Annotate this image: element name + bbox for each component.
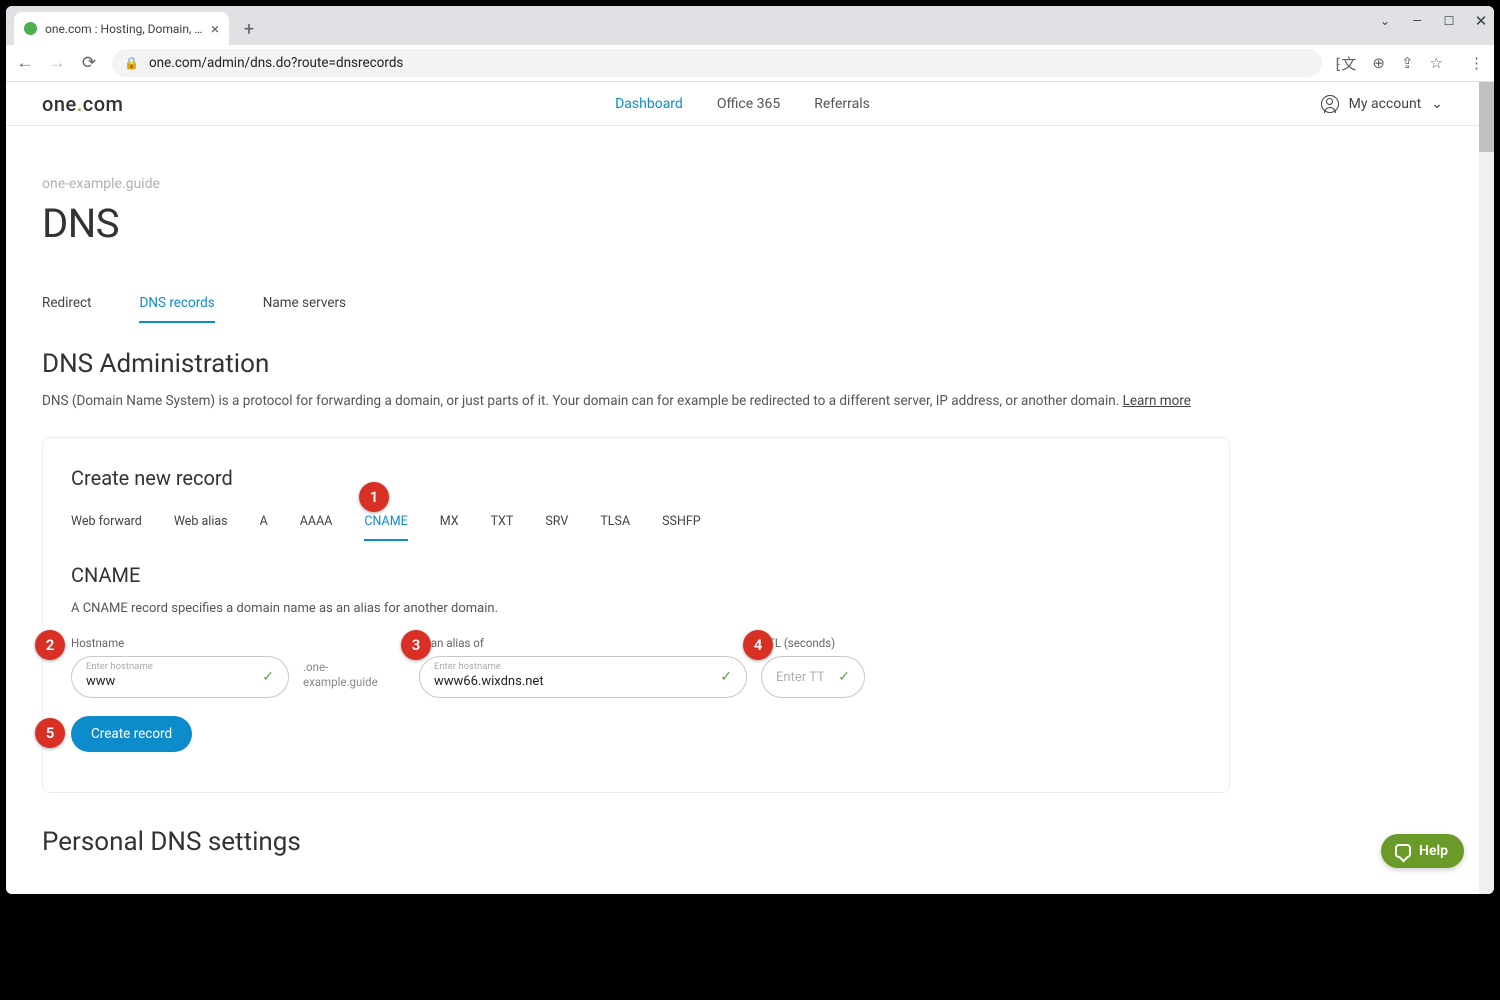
user-icon: [1321, 95, 1339, 113]
scrollbar[interactable]: [1479, 82, 1494, 894]
annotation-badge-1: 1: [359, 482, 389, 512]
chevron-down-icon[interactable]: ⌄: [1378, 14, 1392, 28]
hostname-label: Hostname: [71, 636, 289, 650]
hostname-input[interactable]: [86, 674, 248, 689]
help-button[interactable]: Help: [1381, 834, 1464, 868]
annotation-badge-4: 4: [743, 630, 773, 660]
tab-aaaa[interactable]: AAAA: [300, 510, 333, 541]
alias-input-wrap: Enter hostname ✓: [419, 656, 747, 698]
form-row: Hostname Enter hostname ✓ 2 .one-example…: [71, 636, 1201, 698]
alias-input[interactable]: [434, 674, 706, 689]
share-icon[interactable]: ⇪: [1401, 54, 1414, 72]
tab-a[interactable]: A: [260, 510, 268, 541]
domain-suffix: .one-example.guide: [303, 644, 375, 690]
tab-title: one.com : Hosting, Domain, Ema: [45, 22, 203, 36]
tab-redirect[interactable]: Redirect: [42, 289, 91, 323]
annotation-badge-5: 5: [35, 718, 65, 748]
record-type-title: CNAME: [71, 563, 1201, 587]
ttl-input[interactable]: [776, 670, 824, 685]
hostname-float-label: Enter hostname: [86, 661, 153, 672]
address-bar[interactable]: 🔒 one.com/admin/dns.do?route=dnsrecords: [112, 49, 1322, 77]
window-controls: ⌄ — ☐ ✕: [1378, 6, 1488, 36]
alias-group: Is an alias of Enter hostname ✓ 3: [419, 636, 747, 698]
alias-label: Is an alias of: [419, 636, 747, 650]
breadcrumb: one-example.guide: [42, 176, 1230, 192]
tab-cname[interactable]: CNAME: [364, 510, 407, 541]
page: one.com Dashboard Office 365 Referrals M…: [6, 82, 1479, 894]
scrollbar-thumb[interactable]: [1479, 82, 1494, 152]
translate-icon[interactable]: ⁅文: [1336, 53, 1357, 74]
logo[interactable]: one.com: [42, 92, 123, 116]
lock-icon: 🔒: [124, 56, 139, 70]
check-icon: ✓: [838, 669, 850, 685]
browser-tab[interactable]: one.com : Hosting, Domain, Ema ×: [14, 12, 229, 45]
account-menu[interactable]: My account ⌄: [1321, 95, 1443, 113]
ttl-input-wrap: ✓: [761, 656, 865, 698]
back-icon[interactable]: ←: [16, 53, 34, 73]
record-type-desc: A CNAME record specifies a domain name a…: [71, 601, 1201, 616]
menu-icon[interactable]: ⋮: [1469, 54, 1484, 72]
tab-dns-records[interactable]: DNS records: [139, 289, 214, 323]
annotation-badge-3: 3: [401, 630, 431, 660]
new-tab-button[interactable]: +: [235, 15, 263, 43]
page-title: DNS: [42, 200, 1230, 247]
learn-more-link[interactable]: Learn more: [1123, 393, 1191, 409]
close-icon[interactable]: ×: [211, 20, 219, 38]
tab-mx[interactable]: MX: [440, 510, 459, 541]
card-title: Create new record: [71, 466, 1201, 490]
create-record-card: Create new record Web forward Web alias …: [42, 437, 1230, 793]
ttl-group: TTL (seconds) ✓ 4: [761, 636, 865, 698]
tab-txt[interactable]: TXT: [491, 510, 514, 541]
tab-name-servers[interactable]: Name servers: [263, 289, 346, 323]
viewport: one.com Dashboard Office 365 Referrals M…: [6, 82, 1494, 894]
chevron-down-icon: ⌄: [1431, 96, 1443, 112]
create-record-button[interactable]: Create record: [71, 716, 192, 752]
tab-srv[interactable]: SRV: [545, 510, 568, 541]
bookmark-icon[interactable]: ☆: [1430, 54, 1443, 72]
ttl-label: TTL (seconds): [761, 636, 865, 650]
reload-icon[interactable]: ⟳: [80, 53, 98, 73]
minimize-icon[interactable]: —: [1410, 14, 1424, 28]
browser-tab-strip: one.com : Hosting, Domain, Ema × + ⌄ — ☐…: [6, 6, 1494, 45]
admin-desc: DNS (Domain Name System) is a protocol f…: [42, 393, 1230, 409]
hostname-group: Hostname Enter hostname ✓ 2: [71, 636, 289, 698]
forward-icon[interactable]: →: [48, 53, 66, 73]
chat-icon: [1395, 844, 1411, 858]
hostname-input-wrap: Enter hostname ✓: [71, 656, 289, 698]
tab-tlsa[interactable]: TLSA: [600, 510, 630, 541]
browser-toolbar: ← → ⟳ 🔒 one.com/admin/dns.do?route=dnsre…: [6, 45, 1494, 82]
top-nav: Dashboard Office 365 Referrals: [615, 96, 870, 112]
alias-float-label: Enter hostname: [434, 661, 501, 672]
annotation-badge-2: 2: [35, 630, 65, 660]
content: one-example.guide DNS Redirect DNS recor…: [6, 126, 1266, 894]
zoom-icon[interactable]: ⊕: [1372, 54, 1385, 72]
personal-dns-title: Personal DNS settings: [42, 827, 1230, 857]
help-label: Help: [1419, 843, 1448, 859]
check-icon: ✓: [262, 669, 274, 685]
maximize-icon[interactable]: ☐: [1442, 14, 1456, 28]
tab-web-forward[interactable]: Web forward: [71, 510, 142, 541]
tab-web-alias[interactable]: Web alias: [174, 510, 228, 541]
nav-office365[interactable]: Office 365: [717, 96, 780, 112]
url-text: one.com/admin/dns.do?route=dnsrecords: [149, 55, 403, 71]
account-label: My account: [1349, 96, 1422, 112]
nav-dashboard[interactable]: Dashboard: [615, 96, 683, 112]
tab-sshfp[interactable]: SSHFP: [662, 510, 701, 541]
favicon-icon: [24, 22, 37, 35]
close-window-icon[interactable]: ✕: [1474, 12, 1488, 30]
admin-title: DNS Administration: [42, 349, 1230, 379]
site-header: one.com Dashboard Office 365 Referrals M…: [6, 82, 1479, 126]
check-icon: ✓: [720, 669, 732, 685]
record-type-tabs: Web forward Web alias A AAAA CNAME MX TX…: [71, 510, 1201, 541]
window-frame: one.com : Hosting, Domain, Ema × + ⌄ — ☐…: [6, 6, 1494, 894]
nav-referrals[interactable]: Referrals: [814, 96, 870, 112]
section-tabs: Redirect DNS records Name servers: [42, 289, 1230, 323]
